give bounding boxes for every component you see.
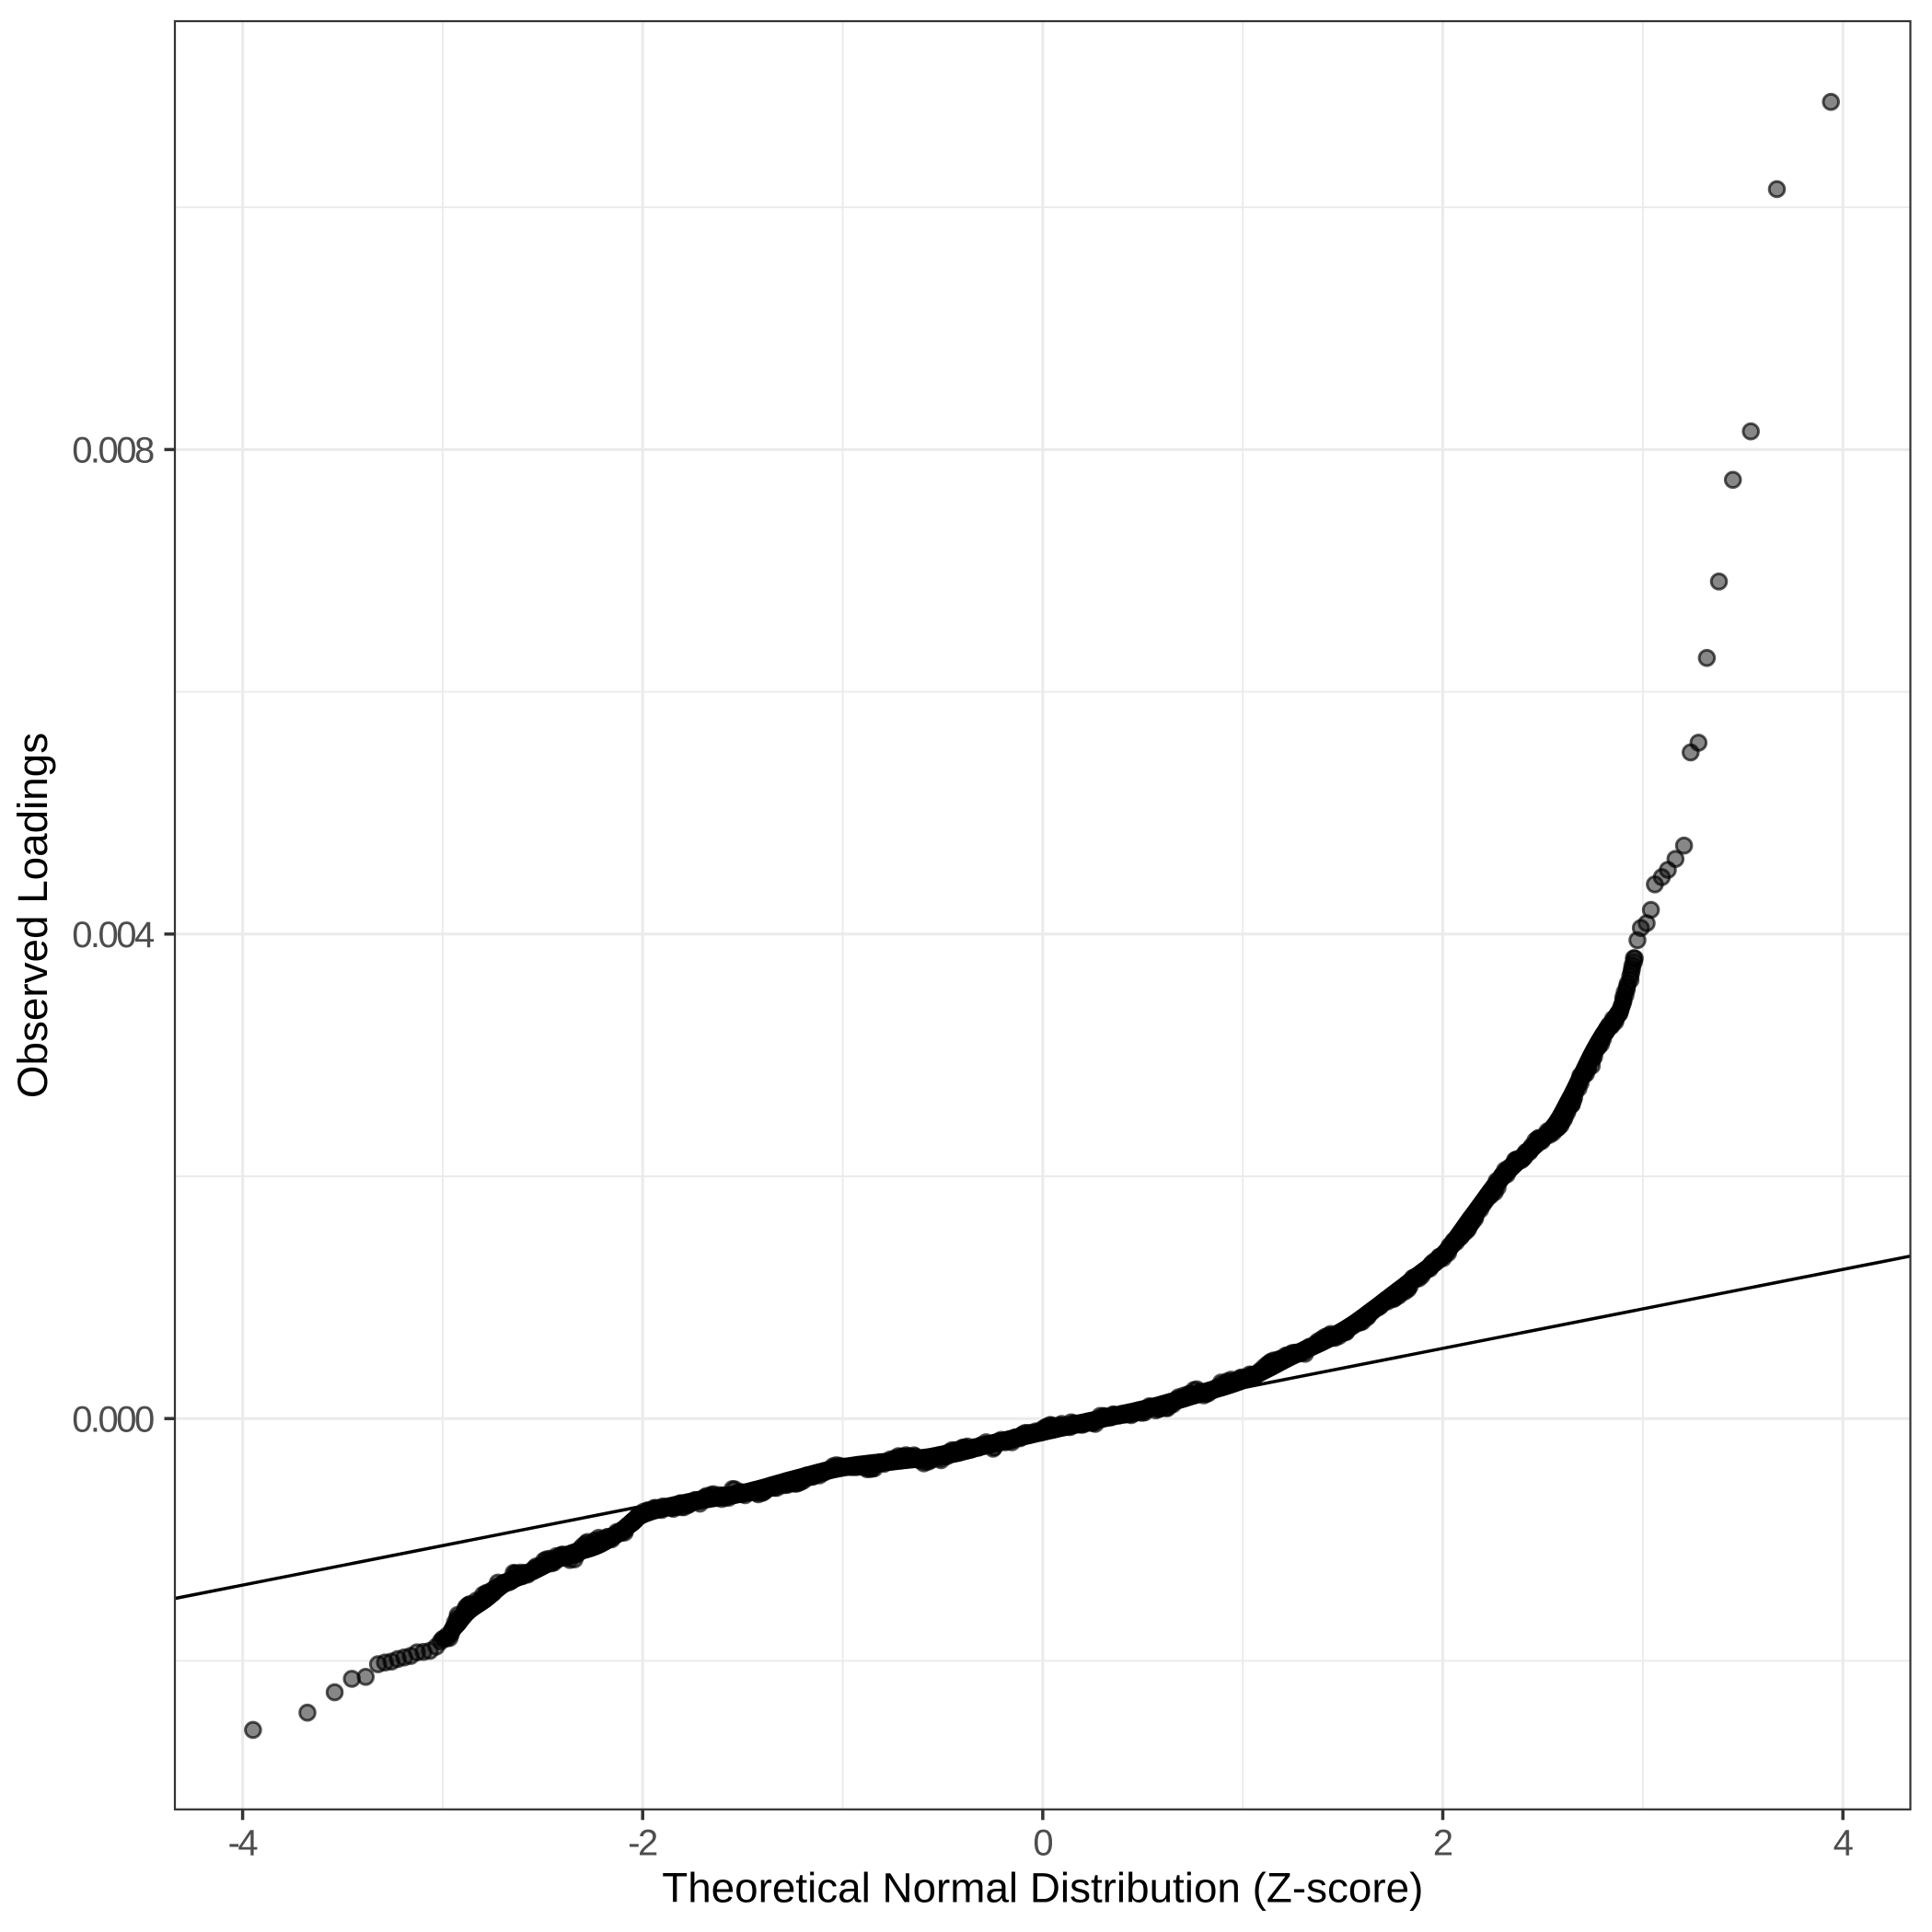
svg-text:2: 2 <box>1433 1823 1452 1864</box>
svg-text:-2: -2 <box>628 1823 657 1864</box>
svg-text:4: 4 <box>1834 1823 1854 1864</box>
svg-text:Theoretical Normal Distributio: Theoretical Normal Distribution (Z-score… <box>662 1865 1423 1912</box>
svg-text:0.000: 0.000 <box>72 1400 154 1440</box>
svg-text:0: 0 <box>1033 1823 1052 1864</box>
svg-text:0.008: 0.008 <box>72 431 154 471</box>
svg-text:0.004: 0.004 <box>72 915 155 955</box>
svg-text:Observed Loadings: Observed Loadings <box>9 733 56 1098</box>
svg-text:-4: -4 <box>228 1823 259 1864</box>
